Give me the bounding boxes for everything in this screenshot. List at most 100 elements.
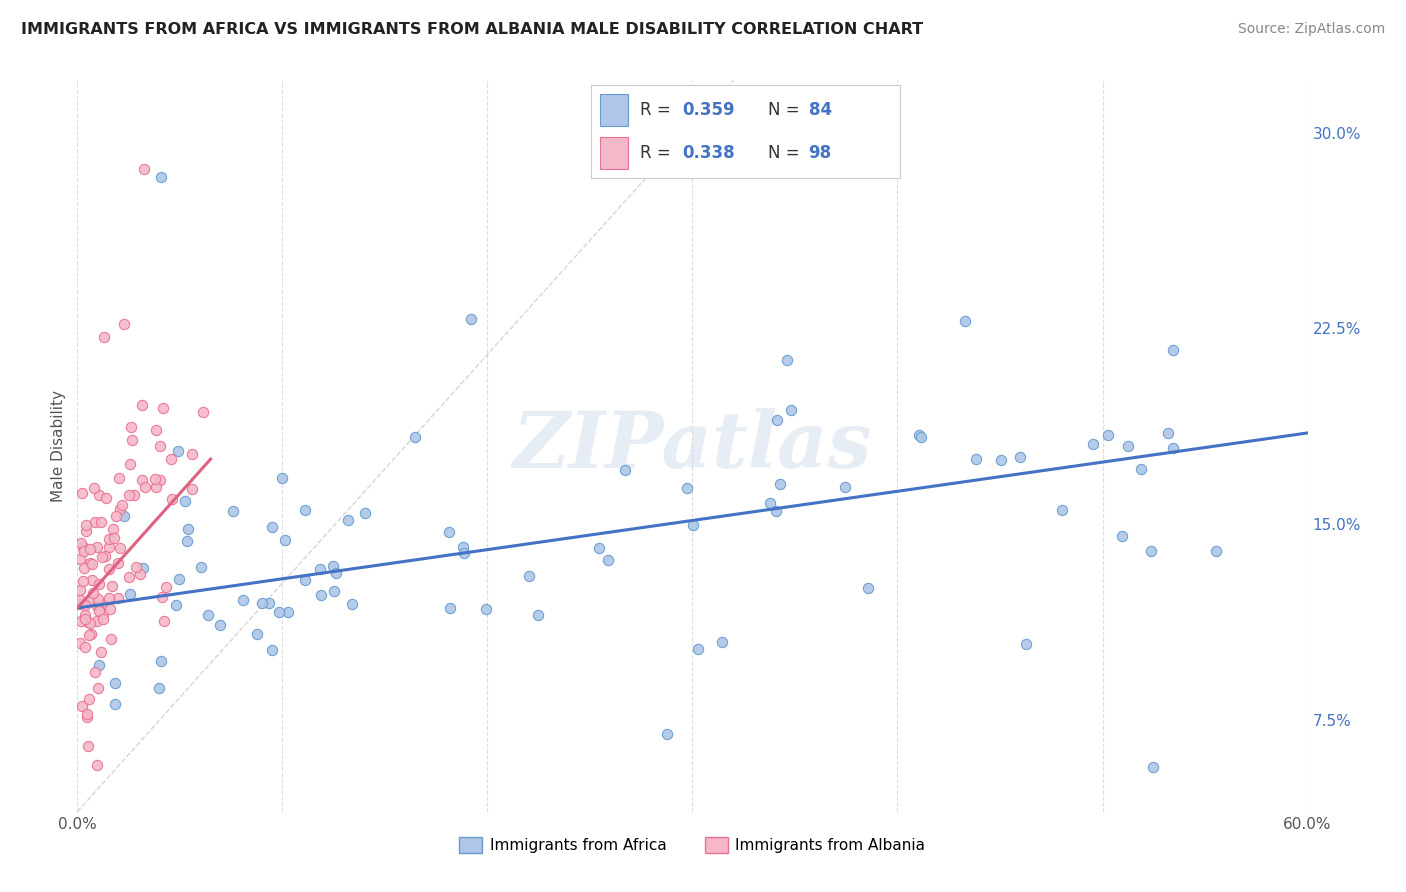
Point: [1205, 544, 1227, 558]
Point: [1015, 637, 1038, 651]
Point: [93, 607, 115, 621]
Text: R =: R =: [640, 145, 676, 162]
Point: [174, 494, 197, 508]
Point: [101, 579, 124, 593]
Point: [439, 600, 461, 615]
Point: [120, 457, 142, 471]
Point: [246, 626, 269, 640]
Point: [98, 602, 121, 616]
Text: IMMIGRANTS FROM AFRICA VS IMMIGRANTS FROM ALBANIA MALE DISABILITY CORRELATION CH: IMMIGRANTS FROM AFRICA VS IMMIGRANTS FRO…: [21, 22, 924, 37]
Point: [90, 598, 112, 612]
Point: [167, 572, 190, 586]
Point: [82, 557, 104, 571]
Point: [80, 626, 103, 640]
Point: [93, 329, 115, 343]
Text: 84: 84: [808, 101, 832, 119]
Point: [79, 556, 101, 570]
Point: [69, 597, 91, 611]
Point: [340, 597, 363, 611]
Point: [910, 430, 932, 444]
Point: [354, 506, 377, 520]
Point: [404, 430, 426, 444]
Point: [70, 698, 93, 713]
Bar: [600, 137, 627, 169]
Point: [108, 541, 131, 556]
Point: [325, 566, 347, 580]
Point: [83, 665, 105, 679]
Point: [775, 353, 797, 368]
Point: [1052, 503, 1074, 517]
Point: [180, 447, 202, 461]
Point: [180, 482, 202, 496]
Text: Source: ZipAtlas.com: Source: ZipAtlas.com: [1237, 22, 1385, 37]
Point: [270, 470, 292, 484]
Point: [121, 434, 143, 448]
Point: [766, 413, 789, 427]
Point: [453, 546, 475, 560]
Point: [682, 518, 704, 533]
Point: [77, 628, 100, 642]
Point: [145, 423, 167, 437]
Point: [117, 488, 139, 502]
Point: [322, 558, 344, 573]
Point: [82, 586, 104, 600]
Point: [148, 681, 170, 695]
Text: 0.359: 0.359: [682, 101, 734, 119]
Point: [97, 591, 120, 605]
Point: [149, 439, 172, 453]
Point: [112, 508, 135, 523]
Point: [75, 599, 97, 613]
Point: [110, 502, 132, 516]
Point: [267, 605, 290, 619]
Point: [769, 477, 792, 491]
Point: [107, 591, 129, 606]
Point: [1161, 441, 1184, 455]
Point: [83, 515, 105, 529]
Point: [91, 612, 114, 626]
Point: [190, 559, 212, 574]
Point: [98, 540, 121, 554]
Point: [131, 473, 153, 487]
Point: [111, 498, 134, 512]
Text: N =: N =: [768, 145, 806, 162]
Point: [69, 536, 91, 550]
Point: [655, 727, 678, 741]
Point: [79, 616, 101, 631]
Point: [588, 541, 610, 555]
Point: [90, 645, 112, 659]
Point: [1081, 437, 1104, 451]
Point: [94, 491, 117, 505]
Point: [97, 562, 120, 576]
Point: [519, 569, 541, 583]
Point: [688, 642, 710, 657]
Point: [598, 553, 620, 567]
Text: ZIPatlas: ZIPatlas: [513, 408, 872, 484]
Point: [460, 312, 482, 326]
Point: [260, 642, 283, 657]
Point: [103, 676, 125, 690]
Point: [676, 481, 699, 495]
Point: [86, 599, 108, 614]
Point: [98, 532, 121, 546]
Point: [69, 551, 91, 566]
Point: [1129, 462, 1152, 476]
Point: [87, 488, 110, 502]
Point: [79, 592, 101, 607]
Bar: [600, 95, 627, 126]
Point: [112, 318, 135, 332]
Point: [145, 480, 167, 494]
Point: [232, 592, 254, 607]
Point: [955, 314, 977, 328]
Point: [1161, 343, 1184, 357]
Point: [87, 681, 110, 695]
Point: [260, 520, 283, 534]
Point: [160, 452, 183, 467]
Point: [191, 405, 214, 419]
Point: [1157, 426, 1180, 441]
Point: [134, 480, 156, 494]
Point: [309, 562, 332, 576]
Point: [474, 602, 496, 616]
Point: [439, 524, 461, 539]
Point: [908, 428, 931, 442]
Point: [451, 540, 474, 554]
